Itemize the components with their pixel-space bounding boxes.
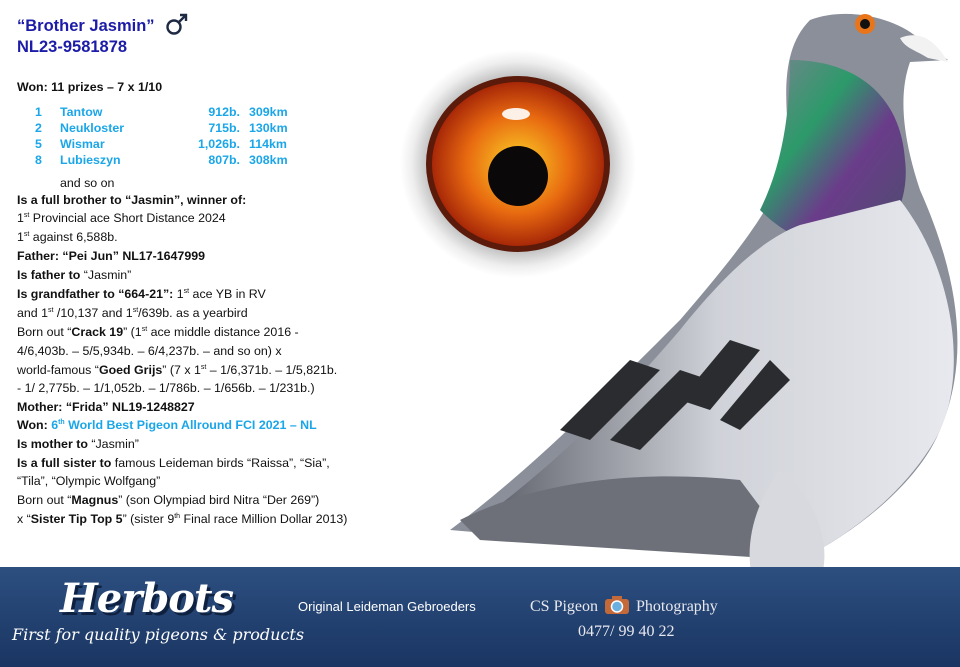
pigeon-name: “Brother Jasmin” [17, 12, 189, 36]
breeder-name: Original Leideman Gebroeders [298, 599, 476, 614]
text-line: “Tila”, “Olympic Wolfgang” [17, 474, 161, 488]
result-row: 1 Tantow 912b. 309km [35, 105, 288, 119]
text-line: 1st Provincial ace Short Distance 2024 [17, 211, 226, 225]
footer-banner: Herbots First for quality pigeons & prod… [0, 567, 960, 667]
text-line: Born out “Magnus” (son Olympiad bird Nit… [17, 493, 320, 507]
eye-photo [400, 50, 636, 278]
text-line: Won: 6th World Best Pigeon Allround FCI … [17, 418, 317, 432]
pigeon-photo [450, 13, 958, 654]
male-symbol-icon [166, 13, 188, 35]
text-line: Born out “Crack 19” (1st ace middle dist… [17, 325, 299, 339]
text-line: 4/6,403b. – 5/5,934b. – 6/4,237b. – and … [17, 344, 282, 358]
phone-number: 0477/ 99 40 22 [578, 623, 675, 640]
text-line: and 1st /10,137 and 1st/639b. as a yearb… [17, 306, 248, 320]
father-heading: Father: “Pei Jun” NL17-1647999 [17, 249, 206, 263]
ring-number: NL23-9581878 [17, 38, 128, 56]
result-row: 5 Wismar 1,026b. 114km [35, 137, 287, 151]
mother-heading: Mother: “Frida” NL19-1248827 [17, 400, 195, 414]
text-line: world-famous “Goed Grijs” (7 x 1st – 1/6… [17, 363, 338, 377]
brother-heading: Is a full brother to “Jasmin”, winner of… [17, 193, 247, 207]
text-line: 1st against 6,588b. [17, 230, 118, 244]
won-heading: Won: 11 prizes – 7 x 1/10 [17, 80, 163, 94]
camera-icon [605, 596, 630, 614]
and-so-on: and so on [60, 176, 115, 190]
text-line: x “Sister Tip Top 5” (sister 9th Final r… [17, 512, 348, 526]
herbots-logo: Herbots [60, 575, 234, 622]
text-line: Is a full sister to famous Leideman bird… [17, 456, 330, 470]
text-line: Is mother to “Jasmin” [17, 437, 139, 451]
text-line: Is father to “Jasmin” [17, 268, 132, 282]
result-row: 8 Lubieszyn 807b. 308km [35, 153, 288, 167]
text-line: - 1/ 2,775b. – 1/1,052b. – 1/786b. – 1/6… [17, 381, 315, 395]
photographer-logo: CS Pigeon Photography [530, 595, 718, 616]
text-line: Is grandfather to “664-21”: 1st ace YB i… [17, 287, 266, 301]
result-row: 2 Neukloster 715b. 130km [35, 121, 288, 135]
herbots-tagline: First for quality pigeons & products [12, 625, 305, 644]
